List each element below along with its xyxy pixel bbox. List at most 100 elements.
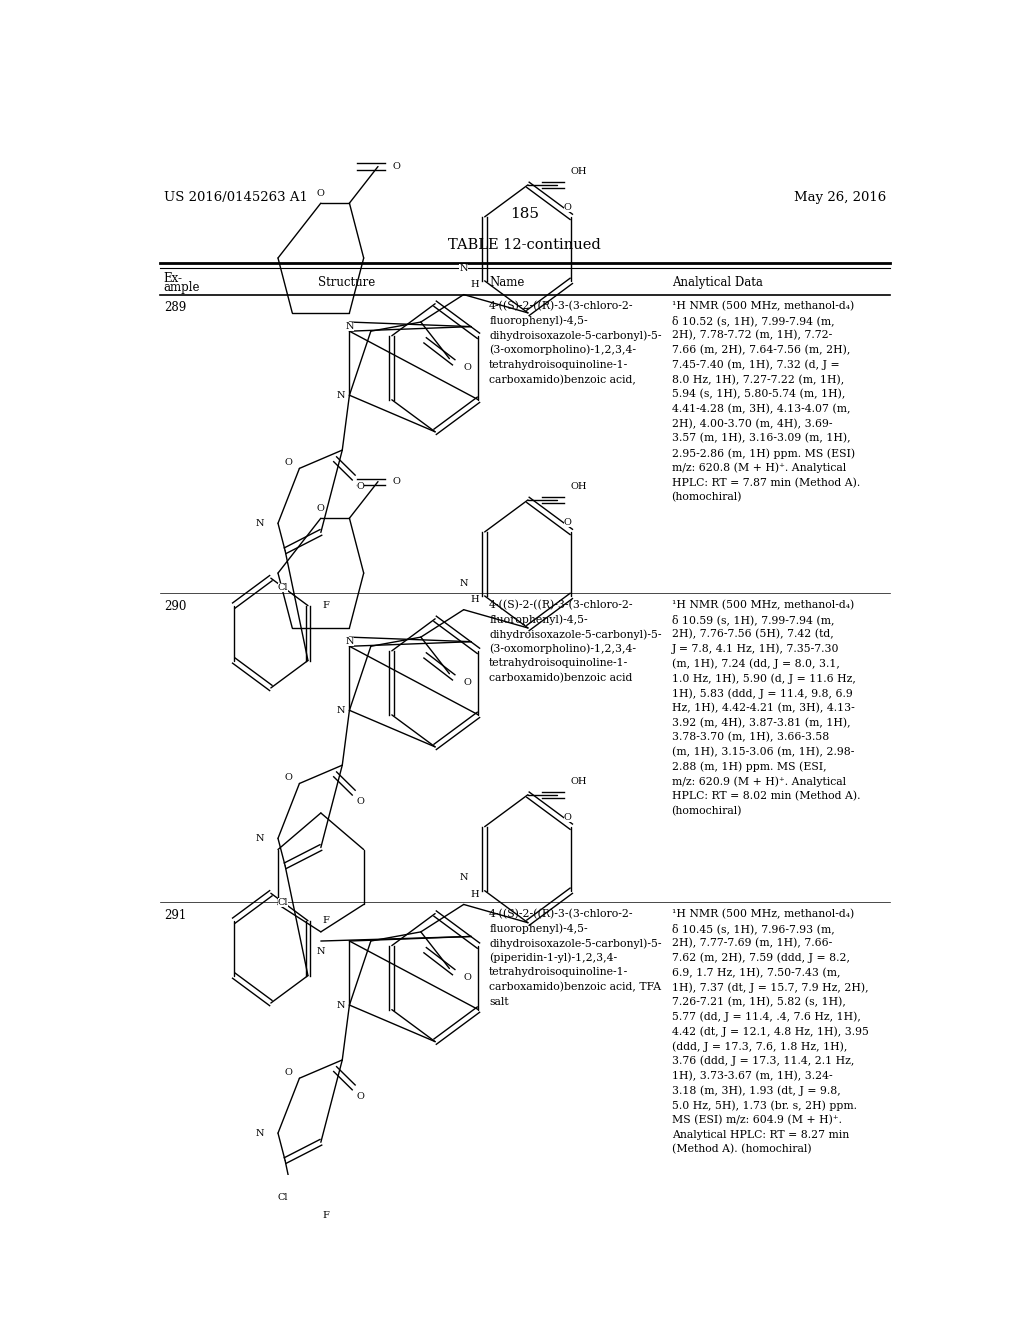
Text: O: O <box>464 973 472 982</box>
Text: O: O <box>392 477 400 486</box>
Text: TABLE 12-continued: TABLE 12-continued <box>449 238 601 252</box>
Text: (m, 1H), 3.15-3.06 (m, 1H), 2.98-: (m, 1H), 3.15-3.06 (m, 1H), 2.98- <box>672 747 854 758</box>
Text: tetrahydroisoquinoline-1-: tetrahydroisoquinoline-1- <box>489 659 629 668</box>
Text: 1H), 3.73-3.67 (m, 1H), 3.24-: 1H), 3.73-3.67 (m, 1H), 3.24- <box>672 1071 833 1081</box>
Text: 185: 185 <box>510 207 540 222</box>
Text: m/z: 620.9 (M + H)⁺. Analytical: m/z: 620.9 (M + H)⁺. Analytical <box>672 776 846 787</box>
Text: ¹H NMR (500 MHz, methanol-d₄): ¹H NMR (500 MHz, methanol-d₄) <box>672 908 854 919</box>
Text: (m, 1H), 7.24 (dd, J = 8.0, 3.1,: (m, 1H), 7.24 (dd, J = 8.0, 3.1, <box>672 659 840 669</box>
Text: N: N <box>460 874 468 883</box>
Text: O: O <box>563 203 571 213</box>
Text: (homochiral): (homochiral) <box>672 492 742 503</box>
Text: Ex-: Ex- <box>164 272 182 285</box>
Text: Cl: Cl <box>278 898 289 907</box>
Text: fluorophenyl)-4,5-: fluorophenyl)-4,5- <box>489 923 588 933</box>
Text: N: N <box>460 578 468 587</box>
Text: 3.78-3.70 (m, 1H), 3.66-3.58: 3.78-3.70 (m, 1H), 3.66-3.58 <box>672 733 828 743</box>
Text: O: O <box>356 482 365 491</box>
Text: 6.9, 1.7 Hz, 1H), 7.50-7.43 (m,: 6.9, 1.7 Hz, 1H), 7.50-7.43 (m, <box>672 968 840 978</box>
Text: N: N <box>337 1001 345 1010</box>
Text: Structure: Structure <box>317 276 375 289</box>
Text: O: O <box>316 189 325 198</box>
Text: 289: 289 <box>164 301 186 314</box>
Text: tetrahydroisoquinoline-1-: tetrahydroisoquinoline-1- <box>489 968 629 977</box>
Text: 8.0 Hz, 1H), 7.27-7.22 (m, 1H),: 8.0 Hz, 1H), 7.27-7.22 (m, 1H), <box>672 375 844 384</box>
Text: Analytical HPLC: RT = 8.27 min: Analytical HPLC: RT = 8.27 min <box>672 1130 849 1139</box>
Text: 2.88 (m, 1H) ppm. MS (ESI,: 2.88 (m, 1H) ppm. MS (ESI, <box>672 762 826 772</box>
Text: HPLC: RT = 7.87 min (Method A).: HPLC: RT = 7.87 min (Method A). <box>672 478 860 488</box>
Text: (homochiral): (homochiral) <box>672 805 742 816</box>
Text: carboxamido)benzoic acid: carboxamido)benzoic acid <box>489 673 633 684</box>
Text: O: O <box>356 797 365 807</box>
Text: O: O <box>392 162 400 172</box>
Text: δ 10.45 (s, 1H), 7.96-7.93 (m,: δ 10.45 (s, 1H), 7.96-7.93 (m, <box>672 923 835 935</box>
Text: OH: OH <box>570 776 588 785</box>
Text: 1H), 5.83 (ddd, J = 11.4, 9.8, 6.9: 1H), 5.83 (ddd, J = 11.4, 9.8, 6.9 <box>672 688 852 698</box>
Text: 4.41-4.28 (m, 3H), 4.13-4.07 (m,: 4.41-4.28 (m, 3H), 4.13-4.07 (m, <box>672 404 850 414</box>
Text: O: O <box>316 504 325 512</box>
Text: tetrahydroisoquinoline-1-: tetrahydroisoquinoline-1- <box>489 359 629 370</box>
Text: 2H), 7.77-7.69 (m, 1H), 7.66-: 2H), 7.77-7.69 (m, 1H), 7.66- <box>672 939 831 948</box>
Text: 4-((S)-2-((R)-3-(3-chloro-2-: 4-((S)-2-((R)-3-(3-chloro-2- <box>489 301 634 312</box>
Text: Cl: Cl <box>278 1193 289 1201</box>
Text: ample: ample <box>164 281 201 294</box>
Text: m/z: 620.8 (M + H)⁺. Analytical: m/z: 620.8 (M + H)⁺. Analytical <box>672 463 846 474</box>
Text: 3.57 (m, 1H), 3.16-3.09 (m, 1H),: 3.57 (m, 1H), 3.16-3.09 (m, 1H), <box>672 433 850 444</box>
Text: N: N <box>316 946 325 956</box>
Text: 3.18 (m, 3H), 1.93 (dt, J = 9.8,: 3.18 (m, 3H), 1.93 (dt, J = 9.8, <box>672 1085 841 1096</box>
Text: dihydroisoxazole-5-carbonyl)-5-: dihydroisoxazole-5-carbonyl)-5- <box>489 630 662 640</box>
Text: O: O <box>563 813 571 822</box>
Text: MS (ESI) m/z: 604.9 (M + H)⁺.: MS (ESI) m/z: 604.9 (M + H)⁺. <box>672 1115 842 1125</box>
Text: dihydroisoxazole-5-carbonyl)-5-: dihydroisoxazole-5-carbonyl)-5- <box>489 330 662 341</box>
Text: 2.95-2.86 (m, 1H) ppm. MS (ESI): 2.95-2.86 (m, 1H) ppm. MS (ESI) <box>672 447 855 458</box>
Text: 5.94 (s, 1H), 5.80-5.74 (m, 1H),: 5.94 (s, 1H), 5.80-5.74 (m, 1H), <box>672 389 845 400</box>
Text: fluorophenyl)-4,5-: fluorophenyl)-4,5- <box>489 614 588 624</box>
Text: N: N <box>460 264 468 273</box>
Text: N: N <box>255 834 264 843</box>
Text: (ddd, J = 17.3, 7.6, 1.8 Hz, 1H),: (ddd, J = 17.3, 7.6, 1.8 Hz, 1H), <box>672 1041 847 1052</box>
Text: N: N <box>337 391 345 400</box>
Text: HPLC: RT = 8.02 min (Method A).: HPLC: RT = 8.02 min (Method A). <box>672 791 860 801</box>
Text: O: O <box>464 678 472 688</box>
Text: O: O <box>356 1092 365 1101</box>
Text: OH: OH <box>570 166 588 176</box>
Text: US 2016/0145263 A1: US 2016/0145263 A1 <box>164 191 307 203</box>
Text: Name: Name <box>489 276 524 289</box>
Text: (piperidin-1-yl)-1,2,3,4-: (piperidin-1-yl)-1,2,3,4- <box>489 953 617 964</box>
Text: O: O <box>285 774 292 783</box>
Text: salt: salt <box>489 997 509 1007</box>
Text: ¹H NMR (500 MHz, methanol-d₄): ¹H NMR (500 MHz, methanol-d₄) <box>672 599 854 610</box>
Text: 3.76 (ddd, J = 17.3, 11.4, 2.1 Hz,: 3.76 (ddd, J = 17.3, 11.4, 2.1 Hz, <box>672 1056 854 1067</box>
Text: ¹H NMR (500 MHz, methanol-d₄): ¹H NMR (500 MHz, methanol-d₄) <box>672 301 854 312</box>
Text: May 26, 2016: May 26, 2016 <box>794 191 886 203</box>
Text: O: O <box>464 363 472 372</box>
Text: Cl: Cl <box>278 583 289 591</box>
Text: F: F <box>323 916 329 925</box>
Text: dihydroisoxazole-5-carbonyl)-5-: dihydroisoxazole-5-carbonyl)-5- <box>489 939 662 949</box>
Text: OH: OH <box>570 482 588 491</box>
Text: Hz, 1H), 4.42-4.21 (m, 3H), 4.13-: Hz, 1H), 4.42-4.21 (m, 3H), 4.13- <box>672 702 854 713</box>
Text: δ 10.59 (s, 1H), 7.99-7.94 (m,: δ 10.59 (s, 1H), 7.99-7.94 (m, <box>672 614 835 626</box>
Text: 5.77 (dd, J = 11.4, .4, 7.6 Hz, 1H),: 5.77 (dd, J = 11.4, .4, 7.6 Hz, 1H), <box>672 1011 860 1022</box>
Text: 1H), 7.37 (dt, J = 15.7, 7.9 Hz, 2H),: 1H), 7.37 (dt, J = 15.7, 7.9 Hz, 2H), <box>672 982 868 993</box>
Text: N: N <box>255 519 264 528</box>
Text: 1.0 Hz, 1H), 5.90 (d, J = 11.6 Hz,: 1.0 Hz, 1H), 5.90 (d, J = 11.6 Hz, <box>672 673 855 684</box>
Text: 5.0 Hz, 5H), 1.73 (br. s, 2H) ppm.: 5.0 Hz, 5H), 1.73 (br. s, 2H) ppm. <box>672 1100 857 1110</box>
Text: δ 10.52 (s, 1H), 7.99-7.94 (m,: δ 10.52 (s, 1H), 7.99-7.94 (m, <box>672 315 835 326</box>
Text: (3-oxomorpholino)-1,2,3,4-: (3-oxomorpholino)-1,2,3,4- <box>489 644 636 655</box>
Text: 2H), 7.76-7.56 (5H), 7.42 (td,: 2H), 7.76-7.56 (5H), 7.42 (td, <box>672 630 834 639</box>
Text: 4-((S)-2-((R)-3-(3-chloro-2-: 4-((S)-2-((R)-3-(3-chloro-2- <box>489 599 634 610</box>
Text: 7.45-7.40 (m, 1H), 7.32 (d, J =: 7.45-7.40 (m, 1H), 7.32 (d, J = <box>672 359 840 370</box>
Text: H: H <box>471 595 479 605</box>
Text: N: N <box>345 322 353 331</box>
Text: O: O <box>285 458 292 467</box>
Text: 7.66 (m, 2H), 7.64-7.56 (m, 2H),: 7.66 (m, 2H), 7.64-7.56 (m, 2H), <box>672 345 850 355</box>
Text: F: F <box>323 1210 329 1220</box>
Text: O: O <box>285 1068 292 1077</box>
Text: carboxamido)benzoic acid,: carboxamido)benzoic acid, <box>489 375 636 384</box>
Text: 7.62 (m, 2H), 7.59 (ddd, J = 8.2,: 7.62 (m, 2H), 7.59 (ddd, J = 8.2, <box>672 953 850 964</box>
Text: carboxamido)benzoic acid, TFA: carboxamido)benzoic acid, TFA <box>489 982 662 993</box>
Text: 2H), 4.00-3.70 (m, 4H), 3.69-: 2H), 4.00-3.70 (m, 4H), 3.69- <box>672 418 833 429</box>
Text: 2H), 7.78-7.72 (m, 1H), 7.72-: 2H), 7.78-7.72 (m, 1H), 7.72- <box>672 330 831 341</box>
Text: H: H <box>471 280 479 289</box>
